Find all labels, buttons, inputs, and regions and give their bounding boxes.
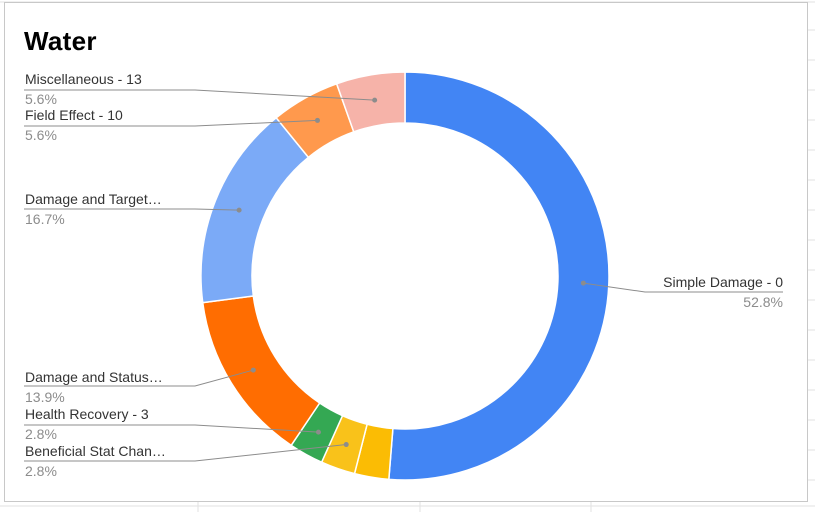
slice-label: Damage and Status… bbox=[25, 369, 163, 385]
leader-dot bbox=[372, 97, 378, 103]
leader-dot bbox=[580, 280, 586, 286]
slice-percent-label: 5.6% bbox=[25, 127, 57, 143]
slice-labels: Simple Damage - 0 52.8% Beneficial Stat Ch… bbox=[24, 71, 783, 479]
donut-slice[interactable] bbox=[201, 295, 321, 447]
slice-percent-label: 5.6% bbox=[25, 91, 57, 107]
leader-line bbox=[24, 444, 347, 462]
slice-label: Beneficial Stat Chan… bbox=[25, 443, 166, 459]
leader-line bbox=[583, 282, 783, 293]
donut-slice[interactable] bbox=[388, 71, 610, 481]
chart-title: Water bbox=[24, 26, 97, 56]
slice-percent-label: 2.8% bbox=[25, 426, 57, 442]
slice-label: Health Recovery - 3 bbox=[25, 406, 149, 422]
donut-slices bbox=[200, 71, 610, 481]
slice-percent-label: 13.9% bbox=[25, 389, 65, 405]
leader-line bbox=[24, 119, 318, 127]
slice-label: Damage and Target… bbox=[25, 191, 162, 207]
leader-dot bbox=[236, 207, 242, 213]
leader-line bbox=[24, 89, 375, 101]
slice-percent-label: 16.7% bbox=[25, 211, 65, 227]
leader-line bbox=[24, 424, 319, 433]
slice-label: Field Effect - 10 bbox=[25, 107, 123, 123]
chart-card[interactable] bbox=[4, 2, 808, 502]
donut-slice[interactable] bbox=[200, 116, 310, 304]
leader-dot bbox=[343, 442, 349, 448]
leader-line bbox=[24, 369, 254, 387]
slice-label: Simple Damage - 0 bbox=[663, 274, 783, 290]
slice-label: Miscellaneous - 13 bbox=[25, 71, 142, 87]
leader-dot bbox=[314, 117, 320, 123]
slice-percent-label: 52.8% bbox=[743, 294, 783, 310]
leader-line bbox=[24, 208, 240, 211]
donut-slice[interactable] bbox=[335, 71, 406, 133]
leader-dot bbox=[315, 429, 321, 435]
slice-percent-label: 2.8% bbox=[25, 463, 57, 479]
leader-dot bbox=[250, 367, 256, 373]
